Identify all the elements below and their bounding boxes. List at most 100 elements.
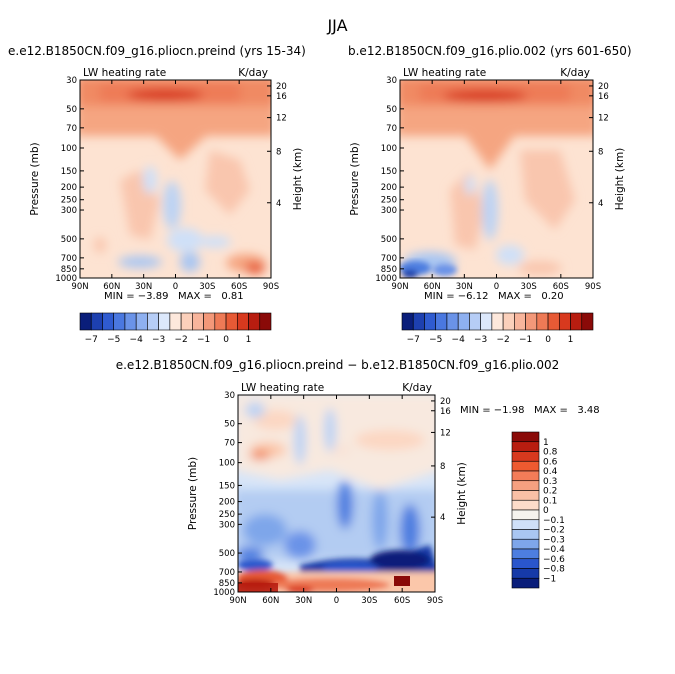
- colorbar-label: 1: [568, 335, 574, 345]
- chart1-units-label: K/day: [238, 67, 268, 79]
- chart2-ytick-label: 100: [381, 144, 397, 154]
- colorbar-label: −5: [107, 335, 120, 345]
- colorbar-label: −5: [429, 335, 442, 345]
- chart2-stats: MIN = −6.12 MAX = 0.20: [424, 291, 564, 302]
- colorbar-diff-label: 0.4: [543, 467, 558, 477]
- colorbar-swatch: [113, 312, 126, 331]
- colorbar-diff-swatch: [511, 568, 540, 579]
- colorbar-swatch: [169, 312, 182, 331]
- chart3-xtick-label: 60S: [394, 596, 410, 606]
- chart2-xtick-label: 30N: [456, 282, 473, 292]
- colorbar-diff-swatch: [511, 499, 540, 511]
- colorbar-swatch: [412, 312, 425, 331]
- chart1-xtick-label: 0: [173, 282, 178, 292]
- colorbar-diff-swatch: [511, 548, 540, 560]
- colorbar-swatch: [135, 312, 148, 331]
- chart1-ytick-label: 1000: [55, 274, 77, 284]
- colorbar-top-1: −7 −5 −4 −3 −2 −1 0 1: [79, 312, 272, 345]
- chart2-y2tick-label: 8: [598, 147, 603, 157]
- chart1-ytick-label: 70: [66, 124, 77, 134]
- colorbar-swatch: [180, 312, 193, 331]
- colorbar-label: −4: [130, 335, 144, 345]
- colorbar-swatch: [79, 312, 92, 331]
- chart2-xtick-label: 90S: [585, 282, 601, 292]
- chart1-ytick-label: 500: [61, 235, 77, 245]
- chart2-xtick-label: 90N: [391, 282, 408, 292]
- colorbar-diff-label: −0.2: [543, 526, 565, 536]
- chart3-axes: 90N 60N 30N 0 30S 60S 90S 30 50 70 100 150 200 250300…: [187, 382, 468, 606]
- colorbar-diff-label: 0.8: [543, 448, 558, 458]
- colorbar-swatch: [124, 312, 137, 331]
- colorbar-swatch: [401, 312, 414, 331]
- chart1-xtick-label: 30S: [199, 282, 215, 292]
- colorbar-swatch: [259, 312, 272, 331]
- chart3-ytick-label: 1000: [213, 588, 235, 598]
- chart2-ytick-label: 150: [381, 167, 397, 177]
- chart1-y2tick-label: 4: [276, 199, 281, 209]
- colorbar-swatch: [158, 312, 171, 331]
- chart1-ytick-label: 250: [61, 196, 77, 206]
- chart3-title: e.e12.B1850CN.f09_g16.pliocn.preind − b.…: [115, 358, 560, 372]
- chart3-ytick-label: 70: [224, 439, 235, 449]
- colorbar-diff-swatch: [511, 529, 540, 540]
- colorbar-diff-swatch: [511, 460, 540, 472]
- colorbar-swatch: [192, 312, 204, 331]
- chart3-xtick-label: 30N: [295, 596, 312, 606]
- chart3-ytick-label: 700: [219, 568, 235, 578]
- chart1-y2tick-label: 20: [276, 82, 287, 92]
- chart2-units-label: K/day: [560, 67, 590, 79]
- colorbar-swatch: [525, 312, 538, 331]
- chart2-y2tick-label: 12: [598, 114, 609, 124]
- chart3-ytick-label: 200: [219, 498, 235, 508]
- colorbar-swatch: [480, 312, 493, 331]
- colorbar-diff: 10.80.60.40.30.20.10−0.1−0.2−0.3−0.4−0.6…: [511, 431, 565, 589]
- chart1-y2tick-label: 8: [276, 147, 281, 157]
- colorbar-diff-label: −0.3: [543, 535, 565, 545]
- colorbar-diff-swatch: [511, 470, 540, 482]
- colorbar-diff-swatch: [511, 431, 540, 443]
- chart1-ytick-label: 300: [61, 206, 77, 216]
- colorbar-diff-swatch: [511, 441, 540, 452]
- colorbar-diff-label: 0.1: [543, 496, 557, 506]
- colorbar-swatch: [446, 312, 459, 331]
- chart3-xtick-label: 90N: [229, 596, 246, 606]
- chart1-contour-fill: [80, 80, 271, 278]
- colorbar-swatch: [581, 312, 594, 331]
- colorbar-swatch: [90, 312, 103, 331]
- colorbar-diff-label: −0.8: [543, 565, 565, 575]
- colorbar-diff-label: 0.3: [543, 477, 557, 487]
- colorbar-swatch: [502, 312, 515, 331]
- colorbar-top-2: −7 −5 −4 −3 −2 −1 0 1: [401, 312, 594, 345]
- colorbar-diff-swatch: [511, 490, 540, 501]
- colorbar-label: −1: [197, 335, 210, 345]
- chart1-field-label: LW heating rate: [83, 67, 166, 79]
- colorbar-diff-swatch: [511, 480, 540, 491]
- chart1-ytick-label: 30: [66, 76, 77, 86]
- colorbar-swatch: [225, 312, 238, 331]
- chart2-y2tick-label: 20: [598, 82, 609, 92]
- chart2-xtick-label: 60N: [424, 282, 441, 292]
- colorbar-label: −2: [496, 335, 509, 345]
- chart2-title: b.e12.B1850CN.f09_g16.plio.002 (yrs 601-…: [348, 44, 632, 58]
- chart1-xtick-label: 30N: [135, 282, 152, 292]
- chart3-xtick-label: 30S: [361, 596, 377, 606]
- colorbar-label: −3: [474, 335, 487, 345]
- chart1-ytick-label: 850: [61, 265, 77, 275]
- chart1-xtick-label: 60S: [231, 282, 247, 292]
- chart1-xtick-label: 90S: [263, 282, 279, 292]
- colorbar-diff-label: −0.6: [543, 555, 565, 565]
- colorbar-label: −7: [85, 335, 98, 345]
- colorbar-swatch: [469, 312, 481, 331]
- colorbar-swatch: [491, 312, 504, 331]
- chart3-y2label: Height (km): [456, 462, 468, 525]
- chart2-ylabel: Pressure (mb): [349, 142, 361, 215]
- colorbar-label: 0: [223, 335, 229, 345]
- chart2-y2tick-label: 4: [598, 199, 603, 209]
- colorbar-swatch: [558, 312, 571, 331]
- chart3-ytick-label: 500: [219, 549, 235, 559]
- chart3-ytick-label: 50: [224, 420, 235, 430]
- colorbar-diff-swatch: [511, 577, 540, 589]
- colorbar-swatch: [147, 312, 159, 331]
- colorbar-diff-label: 0: [543, 506, 549, 516]
